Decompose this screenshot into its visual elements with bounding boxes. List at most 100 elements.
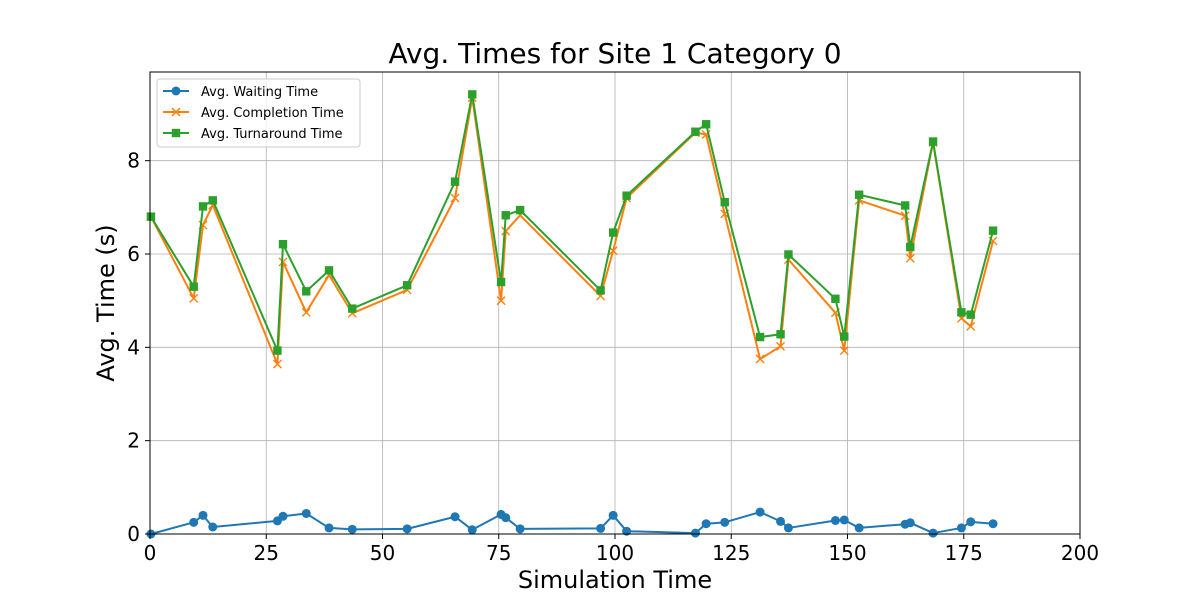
axis-ticks: 0 25 50 75 100 125 150 175 200 0 2 4 6 8 bbox=[127, 149, 1099, 565]
data-point-waiting bbox=[905, 518, 915, 528]
chart-title: Avg. Times for Site 1 Category 0 bbox=[388, 37, 841, 70]
data-point-waiting bbox=[208, 522, 218, 532]
data-point-turnaround bbox=[468, 90, 477, 99]
data-point-completion bbox=[905, 253, 915, 263]
data-point-waiting bbox=[839, 515, 849, 525]
data-point-turnaround bbox=[957, 308, 966, 317]
data-point-turnaround bbox=[784, 250, 793, 259]
series-turnaround bbox=[146, 90, 998, 355]
data-point-turnaround bbox=[278, 240, 288, 249]
legend-label-waiting: Avg. Waiting Time bbox=[201, 85, 318, 100]
data-point-waiting bbox=[467, 525, 477, 535]
x-tick-label: 0 bbox=[144, 541, 157, 565]
data-point-turnaround bbox=[189, 282, 198, 291]
data-point-completion bbox=[776, 341, 786, 351]
data-point-waiting bbox=[720, 517, 730, 527]
data-point-waiting bbox=[198, 510, 208, 520]
data-point-waiting bbox=[608, 510, 618, 520]
data-point-turnaround bbox=[900, 201, 910, 210]
data-point-completion bbox=[301, 307, 311, 317]
data-point-waiting bbox=[690, 528, 700, 538]
data-point-turnaround bbox=[515, 205, 525, 215]
data-point-turnaround bbox=[302, 287, 311, 296]
x-tick-label: 50 bbox=[370, 541, 395, 565]
data-point-waiting bbox=[515, 524, 525, 534]
data-point-turnaround bbox=[324, 266, 334, 275]
data-point-turnaround bbox=[928, 137, 938, 146]
data-point-turnaround bbox=[854, 190, 864, 199]
y-tick-label: 4 bbox=[127, 335, 140, 359]
data-point-turnaround bbox=[720, 198, 729, 207]
data-point-turnaround bbox=[831, 294, 840, 303]
x-axis-label: Simulation Time bbox=[518, 566, 712, 594]
data-point-turnaround bbox=[701, 120, 711, 129]
data-point-waiting bbox=[755, 507, 765, 517]
data-point-turnaround bbox=[273, 346, 282, 355]
data-point-waiting bbox=[189, 517, 199, 527]
data-point-waiting bbox=[596, 523, 606, 533]
data-point-waiting bbox=[278, 511, 288, 521]
data-point-waiting bbox=[776, 516, 786, 526]
data-point-waiting bbox=[830, 515, 840, 525]
data-point-waiting bbox=[622, 526, 632, 536]
x-tick-label: 175 bbox=[945, 541, 983, 565]
series-layer bbox=[146, 90, 998, 539]
series-waiting bbox=[146, 507, 998, 539]
data-point-turnaround bbox=[966, 310, 975, 319]
data-point-turnaround bbox=[622, 191, 631, 200]
y-tick-label: 2 bbox=[127, 429, 140, 453]
x-tick-label: 100 bbox=[596, 541, 634, 565]
data-point-turnaround bbox=[450, 177, 460, 186]
data-point-turnaround bbox=[348, 304, 357, 313]
y-tick-label: 0 bbox=[127, 522, 140, 546]
data-point-turnaround bbox=[198, 202, 208, 211]
data-point-completion bbox=[900, 211, 910, 221]
data-point-waiting bbox=[301, 508, 311, 518]
data-point-turnaround bbox=[402, 281, 412, 290]
x-tick-label: 75 bbox=[486, 541, 511, 565]
data-point-waiting bbox=[956, 523, 966, 533]
y-tick-label: 6 bbox=[127, 242, 140, 266]
data-point-turnaround bbox=[501, 211, 510, 220]
data-point-completion bbox=[496, 296, 506, 306]
x-tick-label: 200 bbox=[1061, 541, 1099, 565]
legend-box bbox=[156, 78, 361, 148]
legend: Avg. Waiting Time Avg. Completion Time Avg… bbox=[156, 78, 361, 148]
legend-label-turnaround: Avg. Turnaround Time bbox=[201, 127, 343, 142]
data-point-turnaround bbox=[608, 228, 618, 237]
data-point-waiting bbox=[928, 528, 938, 538]
x-tick-label: 25 bbox=[254, 541, 279, 565]
legend-marker-completion bbox=[171, 107, 181, 117]
data-point-turnaround bbox=[596, 286, 605, 295]
data-point-completion bbox=[501, 226, 511, 236]
data-point-turnaround bbox=[496, 277, 506, 287]
data-point-waiting bbox=[450, 512, 460, 522]
data-point-completion bbox=[755, 354, 765, 364]
data-point-turnaround bbox=[988, 226, 998, 235]
data-point-waiting bbox=[966, 517, 976, 527]
data-point-waiting bbox=[701, 519, 711, 529]
data-point-turnaround bbox=[208, 196, 217, 205]
y-tick-label: 8 bbox=[127, 149, 140, 173]
legend-marker-turnaround bbox=[171, 128, 181, 138]
legend-marker-waiting bbox=[171, 86, 181, 96]
data-point-turnaround bbox=[755, 332, 765, 342]
data-point-waiting bbox=[988, 519, 998, 529]
data-point-completion bbox=[839, 346, 849, 356]
data-point-turnaround bbox=[906, 242, 915, 252]
x-tick-label: 150 bbox=[828, 541, 866, 565]
data-point-turnaround bbox=[691, 127, 700, 136]
data-point-waiting bbox=[501, 513, 511, 523]
data-point-turnaround bbox=[840, 332, 849, 341]
data-point-waiting bbox=[854, 523, 864, 533]
y-axis-label: Avg. Time (s) bbox=[92, 224, 120, 381]
legend-label-completion: Avg. Completion Time bbox=[201, 106, 344, 121]
data-point-waiting bbox=[324, 523, 334, 533]
data-point-turnaround bbox=[776, 330, 785, 339]
data-point-waiting bbox=[783, 523, 793, 533]
data-point-completion bbox=[272, 359, 282, 369]
data-point-turnaround bbox=[146, 212, 156, 221]
data-point-completion bbox=[450, 193, 460, 203]
data-point-waiting bbox=[402, 524, 412, 534]
